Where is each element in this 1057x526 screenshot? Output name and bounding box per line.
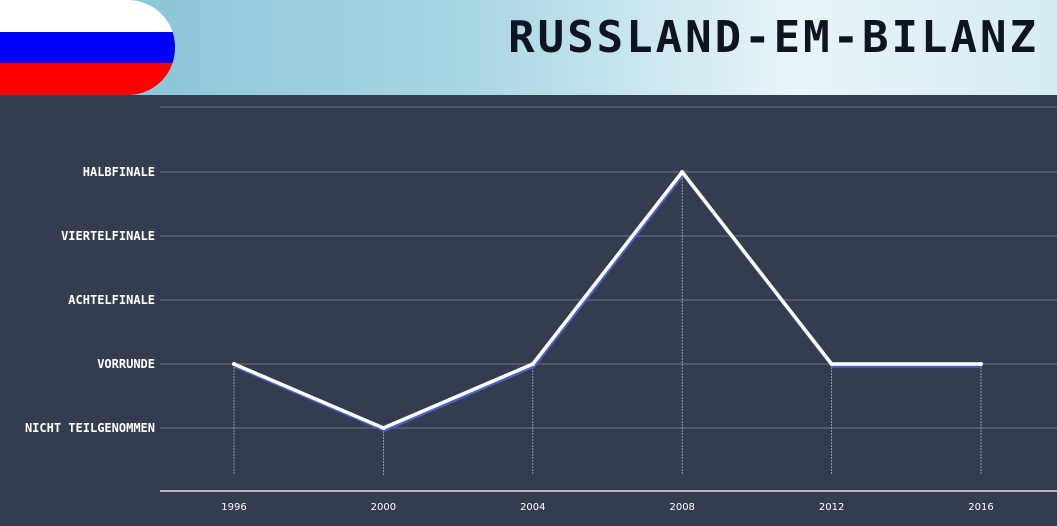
x-tick-label: 2004 — [520, 502, 545, 513]
y-tick-label: HALBFINALE — [83, 165, 155, 179]
x-tick-label: 2000 — [371, 502, 396, 513]
y-tick-label: ACHTELFINALE — [68, 293, 155, 307]
russia-flag-icon — [0, 0, 175, 95]
y-tick-label: VIERTELFINALE — [61, 229, 155, 243]
data-point — [530, 362, 535, 366]
y-tick-label: NICHT TEILGENOMMEN — [25, 421, 155, 435]
x-tick-label: 2012 — [819, 502, 844, 513]
data-point — [829, 362, 834, 366]
series-line — [233, 170, 981, 430]
line-chart: NICHT TEILGENOMMEN VORRUNDE ACHTELFINALE VI… — [0, 95, 1057, 526]
data-point — [979, 362, 983, 366]
x-tick-label: 2016 — [968, 502, 993, 513]
header-banner: Russland-EM-Bilanz — [0, 0, 1057, 95]
chart-svg: NICHT TEILGENOMMEN VORRUNDE ACHTELFINALE VI… — [25, 106, 1057, 513]
page-title: Russland-EM-Bilanz — [508, 12, 1039, 63]
data-point — [232, 362, 236, 366]
x-tick-label: 2008 — [669, 502, 694, 513]
series-line-shadow — [234, 172, 982, 432]
y-tick-label: VORRUNDE — [97, 357, 155, 371]
data-point — [381, 426, 386, 430]
data-point — [680, 170, 685, 174]
x-tick-label: 1996 — [221, 502, 246, 513]
